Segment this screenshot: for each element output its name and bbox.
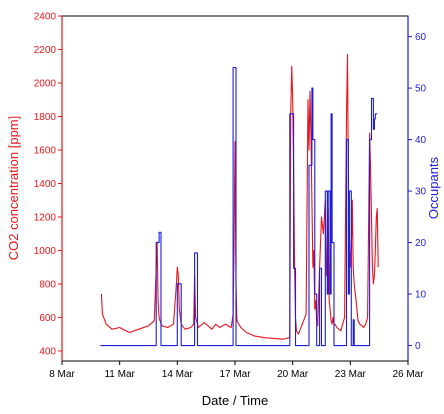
y-left-tick-label: 1400 [34,179,57,190]
y-right-tick-label: 20 [415,238,427,249]
y-left-tick-label: 400 [39,346,56,357]
x-tick-label: 8 Mar [49,369,75,380]
y-left-tick-label: 1200 [34,212,57,223]
x-tick-label: 17 Mar [219,369,251,380]
y-left-tick-label: 1800 [34,112,57,123]
y-right-tick-label: 40 [415,135,427,146]
y-axis-left: 400 600 800 1000 1200 1400 1600 1800 2000 2200 240… [34,12,63,361]
x-axis-title: Date / Time [202,393,268,408]
x-tick-label: 11 Mar [104,369,135,380]
y-right-tick-label: 30 [415,187,427,198]
y-right-tick-label: 50 [415,84,427,95]
y-left-tick-label: 2200 [34,45,57,56]
y-axis-left-title: CO2 concentration [ppm] [6,116,21,261]
y-left-tick-label: 2400 [34,12,57,23]
series-layer [100,53,379,347]
x-tick-label: 14 Mar [162,369,194,380]
y-left-tick-label: 600 [39,313,56,324]
y-axis-right: 0 10 20 30 40 50 60 [407,16,427,361]
y-left-tick-label: 1600 [34,145,57,156]
co2-series-line [100,53,379,340]
x-tick-label: 20 Mar [277,369,309,380]
y-left-tick-label: 800 [39,279,56,290]
y-right-tick-label: 60 [415,32,427,43]
y-left-tick-label: 2000 [34,78,57,89]
x-tick-label: 26 Mar [392,369,424,380]
y-right-tick-label: 10 [415,290,427,301]
x-axis: 8 Mar 11 Mar 14 Mar 17 Mar 20 Mar 23 Mar 26 Ma… [49,361,424,380]
occupants-series-line [100,66,378,347]
y-axis-right-title: Occupants [426,156,441,219]
y-left-tick-label: 1000 [34,246,57,257]
x-tick-label: 23 Mar [335,369,367,380]
y-right-tick-label: 0 [415,341,421,352]
